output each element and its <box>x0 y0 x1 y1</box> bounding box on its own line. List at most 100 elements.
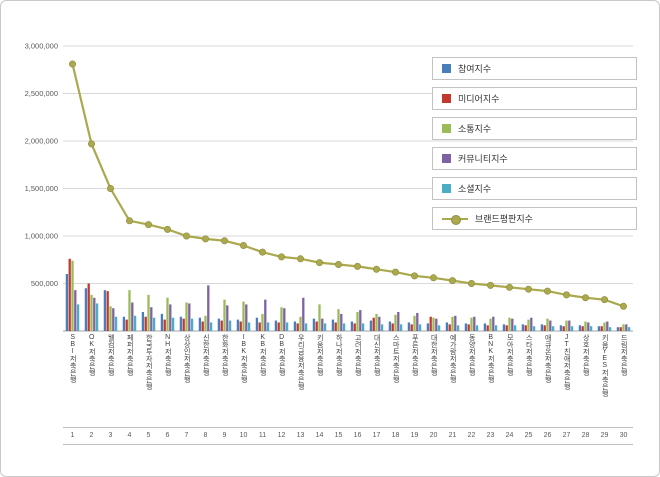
bar-미디어지수 <box>410 324 413 331</box>
rank-number: 8 <box>203 432 208 439</box>
bar-소통지수 <box>261 313 264 331</box>
series-color-swatch <box>442 184 451 193</box>
bar-소셜지수 <box>456 325 460 331</box>
legend-item: 브랜드평판지수 <box>432 207 637 230</box>
y-tick-label: 2,000,000 <box>25 137 58 146</box>
rank-number: 27 <box>562 432 571 439</box>
bar-소통지수 <box>622 324 625 331</box>
bar-커뮤니티지수 <box>93 297 96 331</box>
line-marker <box>315 259 323 267</box>
bar-커뮤니티지수 <box>549 320 552 331</box>
bar-참여지수 <box>597 326 601 331</box>
bar-미디어지수 <box>600 326 603 331</box>
rank-number: 26 <box>543 432 552 439</box>
bar-소셜지수 <box>76 304 80 331</box>
bar-참여지수 <box>388 321 392 331</box>
bar-참여지수 <box>255 317 259 331</box>
category-label-text: 상상인저축은행 <box>183 334 191 383</box>
bar-소셜지수 <box>247 322 251 331</box>
category-label-text: 푸른저축은행 <box>411 334 419 376</box>
rank-number: 29 <box>600 432 609 439</box>
category-label-text: SBI저축은행 <box>69 334 77 383</box>
rank-axis: 1 2 3 4 5 6 7 8 9 10 11 12 13 14 15 16 17 18 19 20 21 22 23 24 2… <box>63 427 633 445</box>
bar-소통지수 <box>280 307 283 331</box>
y-tick-label: 1,000,000 <box>25 232 58 241</box>
line-marker <box>277 253 285 261</box>
bar-소통지수 <box>204 315 207 331</box>
rank-number: 4 <box>127 432 132 439</box>
bar-참여지수 <box>483 323 487 331</box>
bar-미디어지수 <box>315 321 318 331</box>
category-label: 상호저축은행 <box>576 334 595 426</box>
bar-소셜지수 <box>228 320 232 331</box>
bar-소통지수 <box>242 301 245 331</box>
category-label: 모아저축은행 <box>500 334 519 426</box>
bar-커뮤니티지수 <box>435 318 438 331</box>
category-label-text: KB저축은행 <box>259 334 267 376</box>
bar-참여지수 <box>578 325 582 331</box>
category-label-text: 대한저축은행 <box>430 334 438 376</box>
bar-소통지수 <box>603 322 606 331</box>
rank-number: 9 <box>222 432 227 439</box>
bar-미디어지수 <box>125 319 128 331</box>
legend-item: 커뮤니티지수 <box>432 147 637 170</box>
legend-label: 소셜지수 <box>458 184 492 194</box>
bar-소셜지수 <box>494 325 498 331</box>
bar-참여지수 <box>236 319 240 331</box>
line-marker <box>372 265 380 273</box>
bar-미디어지수 <box>372 317 375 331</box>
bar-소셜지수 <box>551 326 555 331</box>
category-label-text: 우리금융저축은행 <box>297 334 305 390</box>
legend-item: 소통지수 <box>432 117 637 140</box>
category-label: 스타저축은행 <box>519 334 538 426</box>
bar-커뮤니티지수 <box>606 321 609 331</box>
rank-number: 11 <box>258 432 267 439</box>
category-label-text: 페퍼저축은행 <box>126 334 134 376</box>
category-label-text: 대신저축은행 <box>373 334 381 376</box>
line-marker <box>486 281 494 289</box>
bar-소셜지수 <box>266 322 270 331</box>
bar-참여지수 <box>293 321 297 331</box>
bar-미디어지수 <box>334 322 337 331</box>
bar-참여지수 <box>198 317 202 331</box>
category-label-text: 한화저축은행 <box>221 334 229 376</box>
rank-number: 28 <box>581 432 590 439</box>
line-marker <box>183 232 191 240</box>
category-label-text: 키움YES저축은행 <box>601 334 609 397</box>
category-label-text: OK저축은행 <box>88 334 96 376</box>
bar-소통지수 <box>527 319 530 331</box>
legend-label: 커뮤니티지수 <box>458 154 508 164</box>
bar-소통지수 <box>90 294 93 331</box>
bar-참여지수 <box>502 324 506 331</box>
bar-커뮤니티지수 <box>587 322 590 331</box>
line-marker <box>296 255 304 263</box>
category-label: 한화저축은행 <box>215 334 234 426</box>
line-marker <box>391 268 399 276</box>
bar-참여지수 <box>331 319 335 331</box>
bar-소통지수 <box>546 318 549 331</box>
bar-참여지수 <box>179 316 183 331</box>
bar-소통지수 <box>375 313 378 331</box>
line-marker <box>619 302 627 310</box>
rank-number: 12 <box>277 432 286 439</box>
bar-참여지수 <box>122 316 126 331</box>
bar-커뮤니티지수 <box>511 318 514 331</box>
bar-미디어지수 <box>486 325 489 331</box>
bar-미디어지수 <box>106 291 109 331</box>
bar-커뮤니티지수 <box>150 307 153 331</box>
line-marker <box>429 274 437 282</box>
category-label: 키움YES저축은행 <box>595 334 614 426</box>
bar-참여지수 <box>274 320 278 331</box>
bar-커뮤니티지수 <box>245 304 248 331</box>
category-label: 페퍼저축은행 <box>120 334 139 426</box>
bar-소셜지수 <box>589 326 593 331</box>
series-color-swatch <box>442 154 451 163</box>
bar-소통지수 <box>185 302 188 331</box>
bar-미디어지수 <box>220 320 223 331</box>
bar-소셜지수 <box>95 303 99 331</box>
category-label-text: 상호저축은행 <box>582 334 590 376</box>
category-label: 애큐온저축은행 <box>538 334 557 426</box>
bar-소통지수 <box>394 314 397 331</box>
bar-커뮤니티지수 <box>226 305 229 331</box>
